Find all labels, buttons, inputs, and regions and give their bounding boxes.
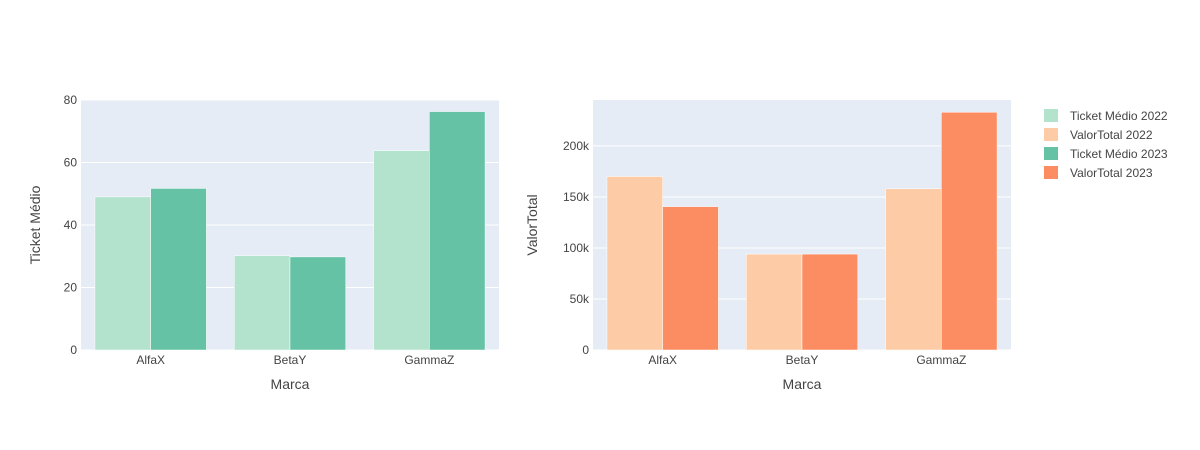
legend-swatch <box>1044 147 1058 160</box>
x-tick-label: BetaY <box>786 353 819 367</box>
bar-gammaz-series-0 <box>373 150 430 351</box>
legend-label: Ticket Médio 2023 <box>1070 147 1168 161</box>
y-axis-title: Ticket Médio <box>27 185 43 264</box>
x-tick-label: AlfaX <box>648 353 677 367</box>
bar-gammaz-series-1 <box>429 111 486 351</box>
x-axis-title: Marca <box>783 376 822 392</box>
left-chart-panel: 0 20 40 60 80 AlfaX BetaY GammaZ Marca Ticket Méd… <box>27 93 499 392</box>
y-tick-label: 100k <box>563 241 590 255</box>
y-tick-label: 60 <box>64 156 78 170</box>
legend-swatch <box>1044 109 1058 122</box>
legend: Ticket Médio 2022 ValorTotal 2022 Ticket M… <box>1044 109 1168 180</box>
y-tick-label: 150k <box>563 190 590 204</box>
y-tick-label: 40 <box>64 218 78 232</box>
bar-alfax-series-1 <box>150 188 207 351</box>
x-tick-label: BetaY <box>274 353 307 367</box>
legend-label: ValorTotal 2023 <box>1070 166 1153 180</box>
y-tick-label: 20 <box>64 281 78 295</box>
legend-swatch <box>1044 166 1058 179</box>
bar-betay-series-0 <box>234 255 291 351</box>
bar-betay-series-1 <box>289 256 346 351</box>
y-tick-label: 80 <box>64 93 78 107</box>
x-tick-label: AlfaX <box>136 353 165 367</box>
bar-betay-series-1 <box>801 253 858 351</box>
legend-label: ValorTotal 2022 <box>1070 128 1153 142</box>
bar-alfax-series-1 <box>662 206 719 351</box>
right-chart-panel: 0 50k 100k 150k 200k AlfaX BetaY GammaZ Marca Val… <box>524 100 1011 392</box>
bar-alfax-series-0 <box>94 196 151 351</box>
y-tick-label: 0 <box>70 343 77 357</box>
y-tick-label: 200k <box>563 139 590 153</box>
bar-gammaz-series-1 <box>941 111 998 351</box>
x-tick-label: GammaZ <box>916 353 966 367</box>
y-tick-label: 50k <box>570 292 590 306</box>
bar-alfax-series-0 <box>606 176 663 351</box>
y-tick-label: 0 <box>582 343 589 357</box>
x-axis-title: Marca <box>271 376 310 392</box>
x-tick-label: GammaZ <box>404 353 454 367</box>
bar-gammaz-series-0 <box>885 188 942 351</box>
bar-betay-series-0 <box>746 253 803 351</box>
legend-label: Ticket Médio 2022 <box>1070 109 1168 123</box>
y-axis-title: ValorTotal <box>524 194 540 255</box>
legend-swatch <box>1044 128 1058 141</box>
